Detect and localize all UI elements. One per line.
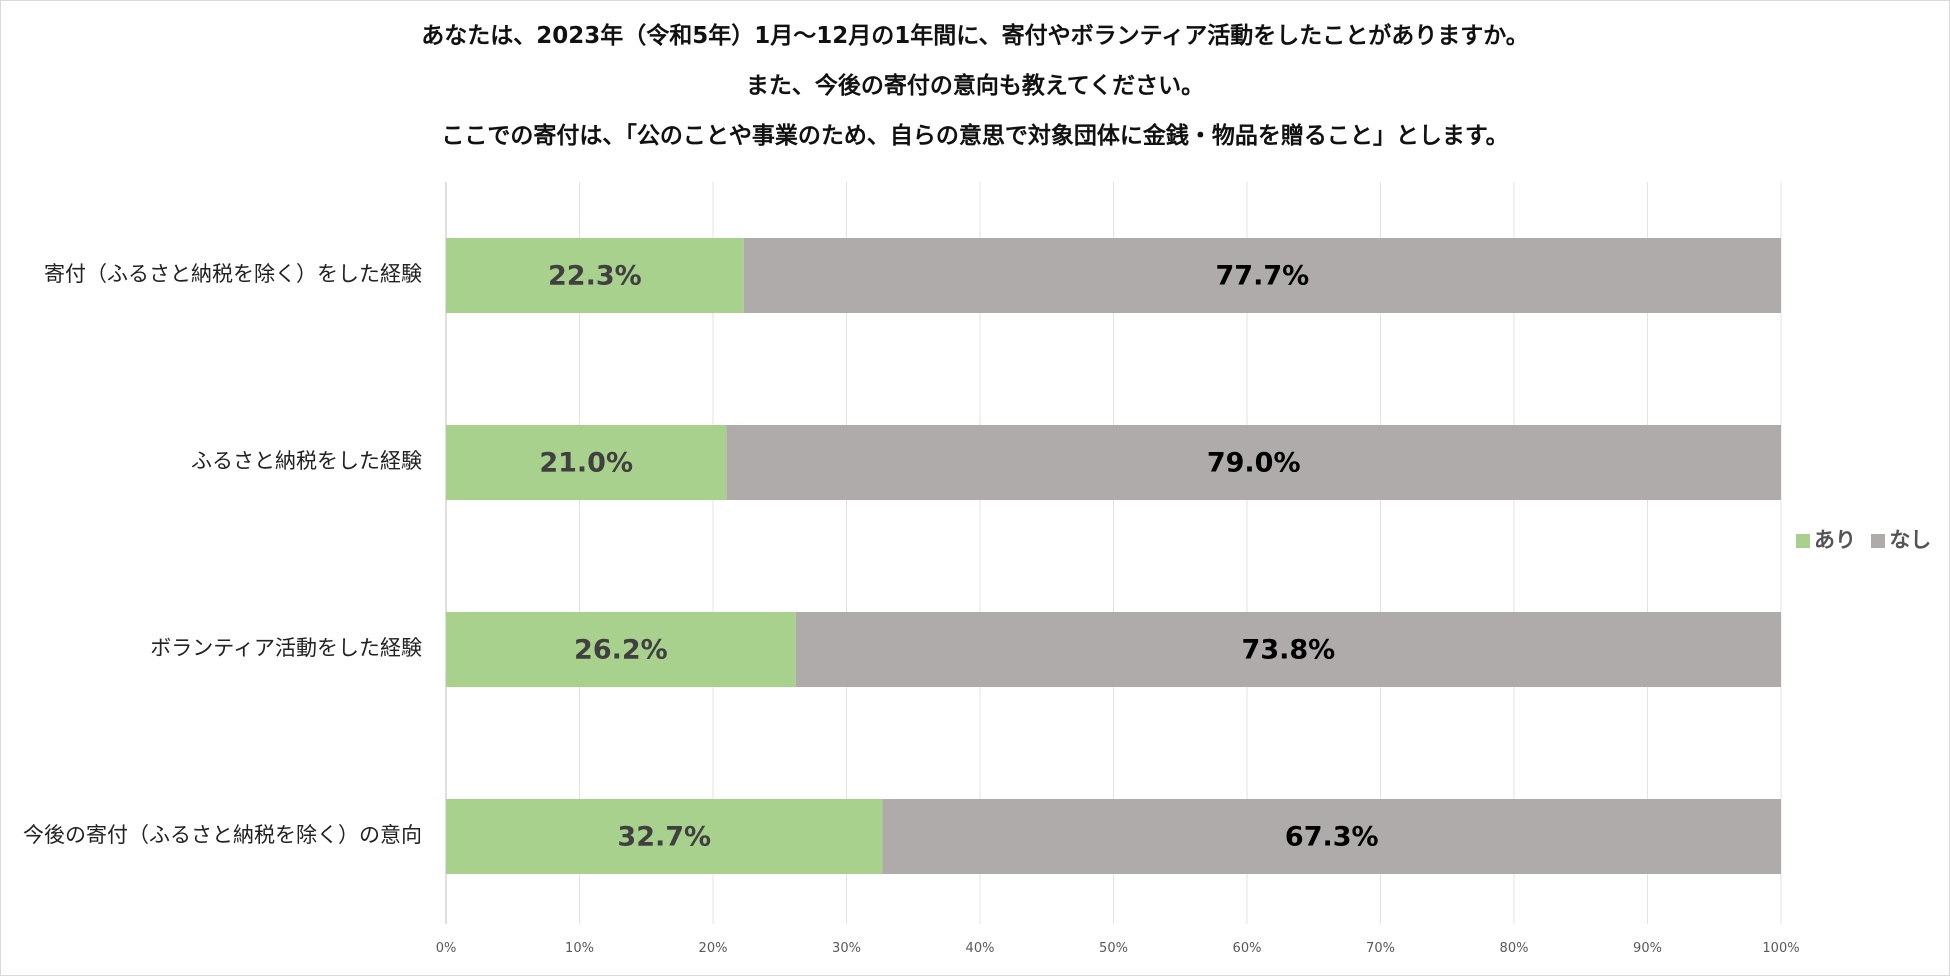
chart-title-line-3: ここでの寄付は、「公のことや事業のため、自らの意思で対象団体に金銭・物品を贈るこ… [441,123,1509,149]
x-tick-label: 10% [565,941,594,956]
legend-item-no: なし [1871,524,1931,554]
x-tick-label: 40% [966,941,995,956]
bar-segment [743,238,1781,313]
data-label: 77.7% [1216,261,1310,292]
bar-segment [795,612,1781,687]
x-tick-label: 60% [1233,941,1262,956]
bar-segment [446,612,796,687]
chart-title-line-1: あなたは、2023年（令和5年）1月～12月の1年間に、寄付やボランティア活動を… [421,23,1529,49]
data-label: 26.2% [574,635,668,666]
x-tick-label: 80% [1500,941,1529,956]
x-tick-label: 0% [436,941,457,956]
x-tick-label: 30% [832,941,861,956]
legend-item-yes: あり [1796,524,1856,554]
legend-swatch-yes [1796,534,1810,548]
data-label: 79.0% [1207,448,1301,479]
category-label-volunteer: ボランティア活動をした経験 [150,636,422,660]
x-tick-label: 20% [699,941,728,956]
data-label: 21.0% [539,448,633,479]
bar-segment [882,799,1781,874]
legend-swatch-no [1871,534,1886,548]
x-tick-label: 100% [1762,941,1799,956]
chart-title-line-2: また、今後の寄付の意向も教えてください。 [745,73,1205,99]
category-label-furusato: ふるさと納税をした経験 [191,449,422,473]
legend-label-no: なし [1889,528,1932,552]
bar-segment [446,425,727,500]
x-tick-label: 70% [1366,941,1395,956]
legend-label-yes: あり [1814,528,1856,552]
data-label: 73.8% [1242,635,1336,666]
bar-segment [446,238,744,313]
category-label-future-intent: 今後の寄付（ふるさと納税を除く）の意向 [23,823,422,847]
x-tick-label: 90% [1633,941,1662,956]
data-label: 67.3% [1285,822,1379,853]
bar-segment [726,425,1781,500]
data-label: 22.3% [548,261,642,292]
legend: あり なし [1796,524,1939,554]
category-label-donation: 寄付（ふるさと納税を除く）をした経験 [44,262,422,286]
bar-segment [446,799,883,874]
data-label: 32.7% [617,822,711,853]
x-tick-label: 50% [1099,941,1128,956]
